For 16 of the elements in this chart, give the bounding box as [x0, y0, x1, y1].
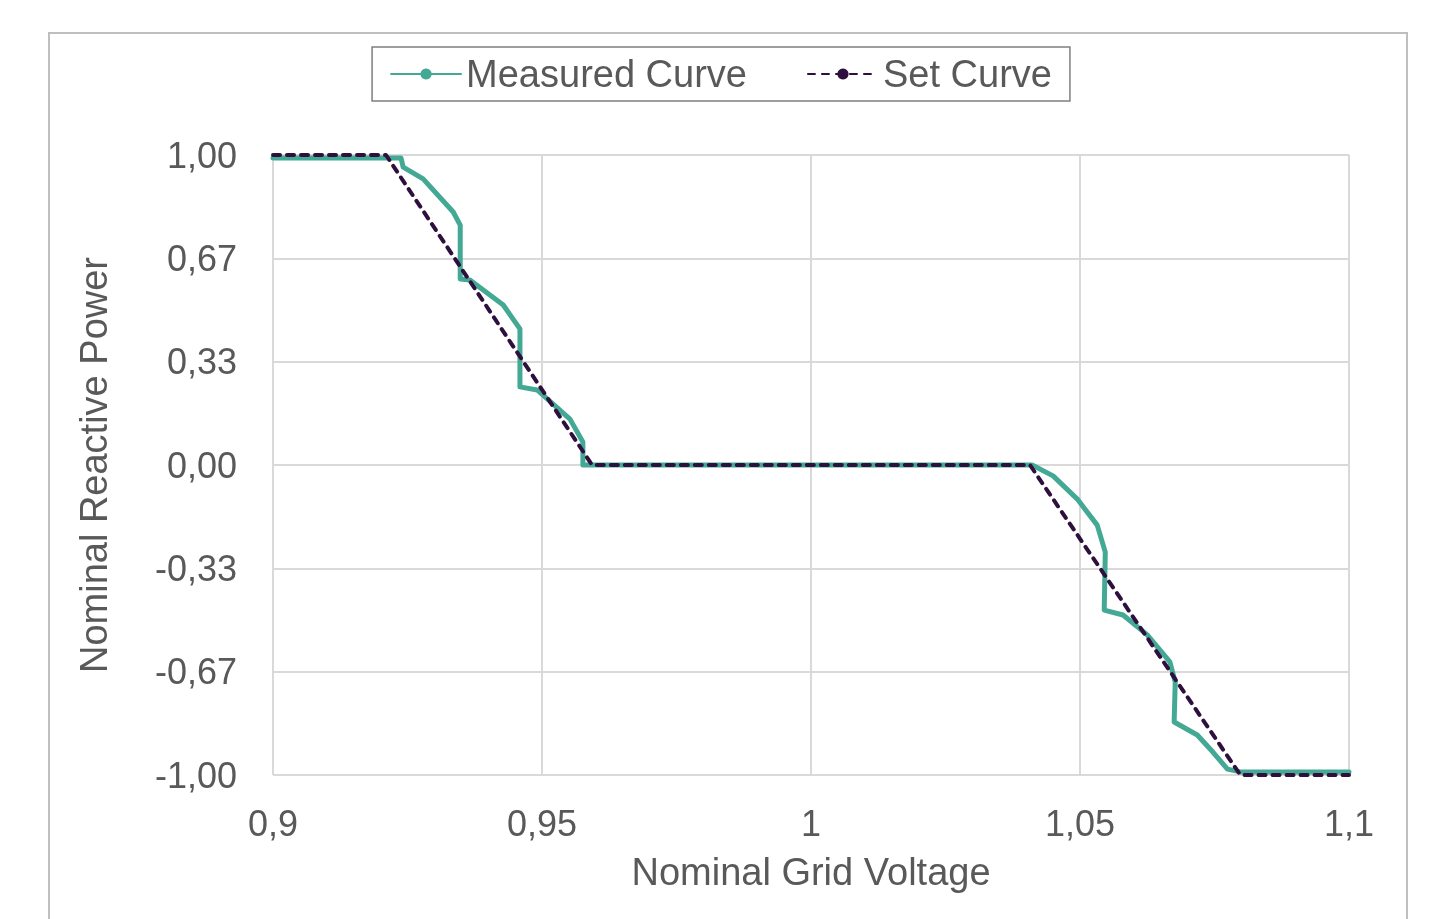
legend-label: Measured Curve [466, 53, 747, 95]
x-tick-label: 1,05 [1044, 802, 1116, 844]
x-tick-label: 0,95 [506, 802, 578, 844]
y-axis-title: Nominal Reactive Power [73, 256, 115, 674]
x-axis-title: Nominal Grid Voltage [631, 851, 991, 893]
x-tick-label: 0,9 [247, 802, 299, 844]
y-tick-label: -1,00 [154, 754, 237, 796]
x-tick-label: 1 [800, 802, 822, 844]
y-tick-label: 0,33 [166, 341, 237, 383]
y-tick-label: 0,00 [166, 444, 237, 486]
x-tick-label: 1,1 [1323, 802, 1375, 844]
legend-label: Set Curve [882, 53, 1052, 95]
y-tick-label: 1,00 [166, 134, 237, 176]
y-tick-label: -0,33 [154, 547, 237, 589]
y-tick-label: -0,67 [154, 651, 237, 693]
y-tick-label: 0,67 [166, 237, 237, 279]
